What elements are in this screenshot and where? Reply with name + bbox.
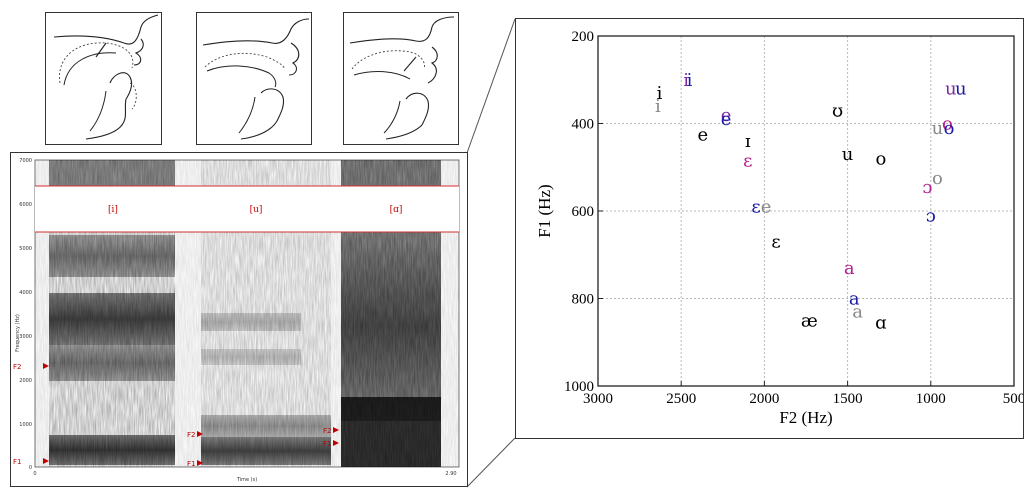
x-tick-label: 500 [1003, 391, 1023, 407]
segment-label-a: [ɑ] [390, 205, 403, 215]
chart-grid [598, 36, 1014, 386]
x-tick-start: 0 [33, 471, 36, 477]
y-tick: 1000 [19, 422, 32, 428]
vocal-tract-sketch-a [343, 12, 459, 145]
vowel-point: u [932, 118, 944, 139]
vowel-point: ɛ [743, 151, 752, 172]
x-tick-end: 2.90 [445, 471, 456, 477]
svg-text:F2: F2 [323, 427, 331, 435]
vowel-point: i [687, 70, 693, 91]
vowel-point: o [875, 149, 886, 170]
vowel-point: u [945, 79, 957, 100]
vowel-point: o [942, 114, 953, 135]
y-tick-label: 1000 [564, 379, 594, 395]
spectrogram-y-axis: 7000 6000 5000 4000 3000 2000 1000 0 Fre… [15, 158, 32, 471]
vowel-point: e [721, 105, 732, 126]
vocal-tract-sketch-i [45, 12, 162, 145]
vowel-point: i [657, 83, 663, 104]
spectrogram-panel: [i] [u] [ɑ] 7000 6000 5000 4000 3000 200… [10, 152, 468, 487]
vowel-point: i [683, 70, 689, 91]
y-tick: 3000 [19, 334, 32, 340]
x-tick-label: 1500 [833, 391, 863, 407]
x-tick-label: 2500 [666, 391, 696, 407]
x-tick-label: 1000 [916, 391, 946, 407]
vowel-point: a [844, 258, 855, 279]
svg-text:F1: F1 [323, 440, 331, 448]
x-axis-title: Time (s) [236, 477, 257, 483]
vowel-point: ɛ [751, 197, 760, 218]
svg-text:F1: F1 [13, 458, 21, 466]
x-tick-label: 3000 [583, 391, 613, 407]
y-tick: 7000 [19, 158, 32, 164]
y-axis-title: F1 (Hz) [535, 184, 554, 237]
vocal-tract-sketch-u [196, 12, 312, 145]
vowel-point: ɔ [926, 205, 936, 226]
vowel-point: ʊ [832, 100, 843, 121]
vowel-point: a [852, 302, 863, 323]
vowel-point: u [842, 144, 854, 165]
svg-text:F1: F1 [187, 460, 195, 468]
vowel-point: a [849, 289, 860, 310]
segment-label-u: [u] [250, 205, 263, 215]
svg-text:F2: F2 [187, 431, 195, 439]
vowel-point: ɪ [745, 131, 751, 152]
formant-marker-f2-i: F2 [13, 363, 49, 371]
vowel-point: e [761, 197, 772, 218]
y-tick-label: 600 [572, 204, 595, 220]
y-tick-label: 200 [572, 29, 595, 45]
y-tick: 2000 [19, 378, 32, 384]
y-tick-label: 800 [572, 292, 595, 308]
x-axis-title: F2 (Hz) [779, 408, 832, 427]
formant-marker-f1-a: F1 [323, 440, 339, 448]
formant-marker-f1-u: F1 [187, 460, 203, 468]
y-tick: 4000 [19, 290, 32, 296]
segment-label-i: [i] [108, 205, 118, 215]
chart-axes: 3000 2500 2000 1500 1000 500 200 400 600 800 1000 [564, 29, 1023, 407]
y-tick: 0 [29, 465, 32, 471]
y-axis-title: Frequency (Hz) [15, 314, 21, 352]
formant-marker-f2-u: F2 [187, 431, 203, 439]
formant-marker-f2-a: F2 [323, 427, 339, 435]
y-tick: 6000 [19, 202, 32, 208]
y-tick-label: 400 [572, 117, 595, 133]
x-tick-label: 2000 [749, 391, 779, 407]
vowel-point: ɔ [922, 177, 932, 198]
formant-chart-panel: 3000 2500 2000 1500 1000 500 200 400 600 800 1000 … [515, 18, 1024, 439]
vowel-point: i [655, 96, 661, 117]
vowel-point: ɑ [875, 313, 887, 334]
y-tick: 5000 [19, 246, 32, 252]
vowel-point: æ [801, 310, 818, 331]
vowel-point: ɛ [771, 232, 780, 253]
vowel-point: u [955, 79, 967, 100]
svg-text:F2: F2 [13, 363, 21, 371]
formant-chart: 3000 2500 2000 1500 1000 5002004006008001000 … [535, 29, 1023, 427]
vowel-point: e [698, 124, 709, 145]
formant-marker-f1-i: F1 [13, 458, 49, 466]
vowel-point: o [944, 118, 955, 139]
vowel-point: e [721, 109, 732, 130]
vowel-point: o [932, 168, 943, 189]
